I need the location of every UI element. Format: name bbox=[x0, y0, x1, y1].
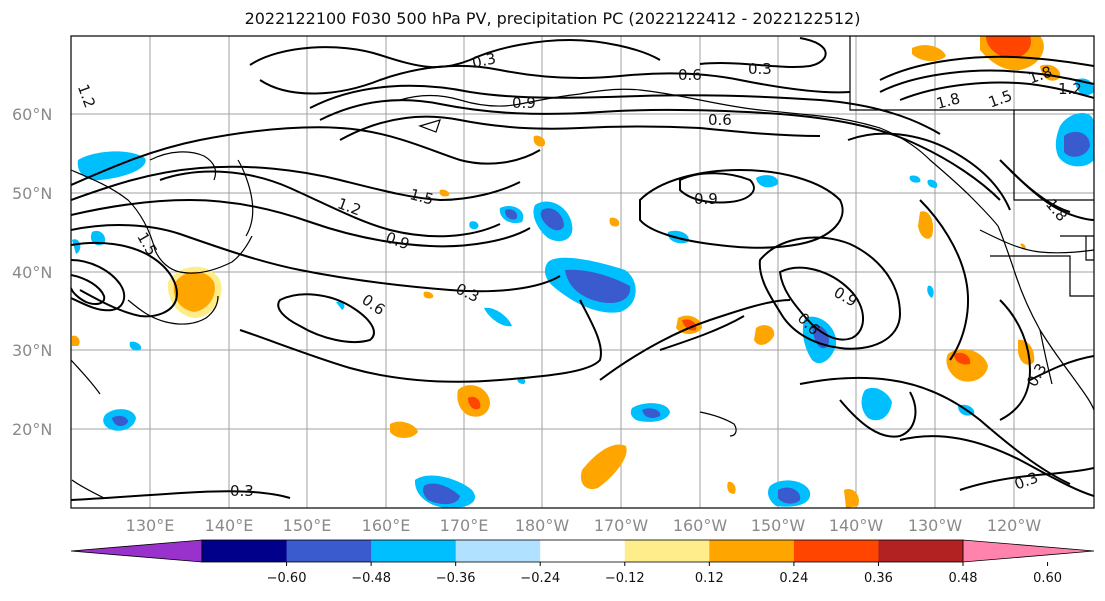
lat-label: 30°N bbox=[12, 341, 52, 360]
lon-label: 160°E bbox=[362, 516, 411, 535]
contour-label: 1.8 bbox=[934, 89, 962, 113]
lon-label: 180°W bbox=[515, 516, 570, 535]
contour-label: 0.6 bbox=[708, 111, 732, 129]
colorbar-tick-label: −0.24 bbox=[520, 571, 560, 586]
colorbar-segment bbox=[540, 540, 626, 562]
contour-label: 0.9 bbox=[694, 190, 718, 208]
longitude-labels: 130°E 140°E 150°E 160°E 170°E 180°W 170°… bbox=[126, 516, 1042, 535]
colorbar-segment bbox=[286, 540, 372, 562]
contour-label: 0.3 bbox=[470, 49, 497, 72]
contour-label: 1.2 bbox=[1058, 80, 1082, 98]
precip-negative-areas bbox=[72, 78, 1094, 508]
lon-label: 120°W bbox=[987, 516, 1042, 535]
lon-label: 170°W bbox=[594, 516, 649, 535]
colorbar-tick-label: −0.60 bbox=[267, 571, 307, 586]
contour-label: 0.6 bbox=[678, 66, 702, 84]
lat-label: 40°N bbox=[12, 263, 52, 282]
colorbar-tick-label: 0.48 bbox=[949, 571, 978, 586]
lon-label: 130°W bbox=[908, 516, 963, 535]
lon-label: 160°W bbox=[673, 516, 728, 535]
colorbar-extend-high bbox=[962, 539, 1095, 563]
colorbar-tick-label: 0.36 bbox=[864, 571, 893, 586]
lon-label: 150°E bbox=[283, 516, 332, 535]
latitude-labels: 60°N 50°N 40°N 30°N 20°N bbox=[12, 105, 52, 439]
pv-contours bbox=[71, 37, 1094, 501]
colorbar-tick-label: −0.12 bbox=[605, 571, 645, 586]
colorbar-tick-label: −0.36 bbox=[436, 571, 476, 586]
lat-label: 20°N bbox=[12, 420, 52, 439]
colorbar-frame bbox=[201, 539, 964, 563]
lon-label: 140°W bbox=[829, 516, 884, 535]
colorbar-segment bbox=[371, 540, 457, 562]
colorbar-segment bbox=[793, 540, 879, 562]
lat-label: 50°N bbox=[12, 184, 52, 203]
colorbar-segment bbox=[202, 540, 288, 562]
colorbar-segment bbox=[455, 540, 541, 562]
colorbar-tick-label: 0.12 bbox=[695, 571, 724, 586]
contour-label: 0.3 bbox=[748, 60, 772, 78]
contour-label: 0.3 bbox=[230, 482, 254, 500]
colorbar: −0.60 −0.48 −0.36 −0.24 −0.12 0.12 0.24 0.36 0.4… bbox=[70, 539, 1095, 586]
colorbar-segment bbox=[878, 540, 964, 562]
lon-label: 140°E bbox=[205, 516, 254, 535]
lon-label: 170°E bbox=[440, 516, 489, 535]
colorbar-segment bbox=[709, 540, 795, 562]
gridlines bbox=[71, 36, 1094, 508]
lon-label: 130°E bbox=[126, 516, 175, 535]
contour-label: 0.9 bbox=[512, 94, 536, 112]
contour-label: 1.5 bbox=[408, 185, 436, 209]
map-frame bbox=[70, 35, 1095, 509]
lon-label: 150°W bbox=[751, 516, 806, 535]
colorbar-tick-label: 0.24 bbox=[779, 571, 808, 586]
colorbar-extend-low bbox=[70, 539, 203, 563]
colorbar-tick-label: −0.48 bbox=[351, 571, 391, 586]
colorbar-segment bbox=[624, 540, 710, 562]
lat-label: 60°N bbox=[12, 105, 52, 124]
map-title: 2022122100 F030 500 hPa PV, precipitatio… bbox=[244, 9, 861, 28]
colorbar-tick-label: 0.60 bbox=[1033, 571, 1062, 586]
